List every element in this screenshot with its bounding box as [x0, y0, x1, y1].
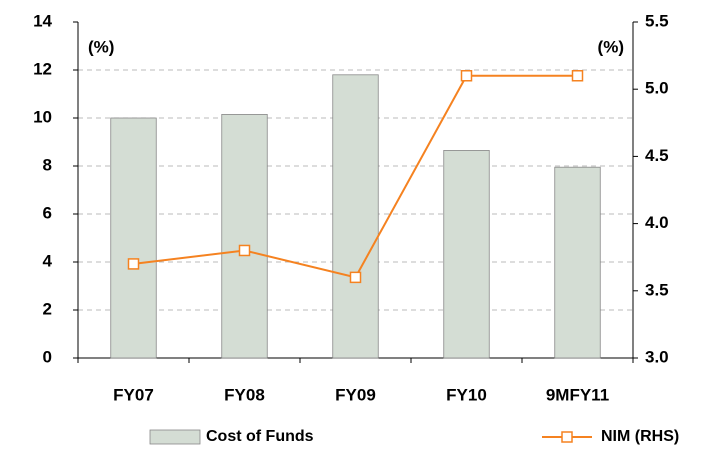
- y-tick-label: 0: [43, 347, 52, 366]
- marker: [571, 70, 584, 82]
- bar: [110, 117, 157, 359]
- x-tick-label: FY09: [335, 385, 376, 404]
- y-tick-label: 12: [33, 59, 52, 78]
- y-tick-label: 2: [43, 299, 52, 318]
- y-tick-label: 10: [33, 107, 52, 126]
- bar: [332, 74, 379, 359]
- x-tick-label: FY07: [113, 385, 154, 404]
- y2-tick-label: 5.5: [645, 11, 669, 30]
- y2-tick-label: 4.0: [645, 213, 669, 232]
- bar: [554, 166, 601, 359]
- marker: [349, 271, 362, 284]
- y2-tick-label: 5.0: [645, 79, 669, 98]
- y2-tick-label: 4.5: [645, 146, 669, 165]
- y-tick-label: 8: [43, 155, 52, 174]
- x-tick-label: FY10: [446, 385, 487, 404]
- legend-label: NIM (RHS): [601, 428, 679, 445]
- marker: [460, 70, 473, 82]
- legend-label: Cost of Funds: [206, 428, 314, 445]
- legend-marker: [561, 431, 573, 443]
- x-tick-label: 9MFY11: [546, 385, 609, 404]
- y2-unit: (%): [598, 37, 624, 56]
- y2-tick-label: 3.5: [645, 280, 669, 299]
- y-tick-label: 14: [33, 11, 52, 30]
- marker: [238, 244, 251, 257]
- bar: [221, 114, 268, 359]
- bar: [443, 149, 490, 359]
- marker: [127, 258, 140, 270]
- x-tick-label: FY08: [224, 385, 265, 404]
- legend-swatch: [149, 429, 201, 445]
- y-tick-label: 6: [43, 203, 52, 222]
- y2-tick-label: 3.0: [645, 347, 669, 366]
- y-unit: (%): [88, 37, 114, 56]
- y-tick-label: 4: [43, 251, 53, 270]
